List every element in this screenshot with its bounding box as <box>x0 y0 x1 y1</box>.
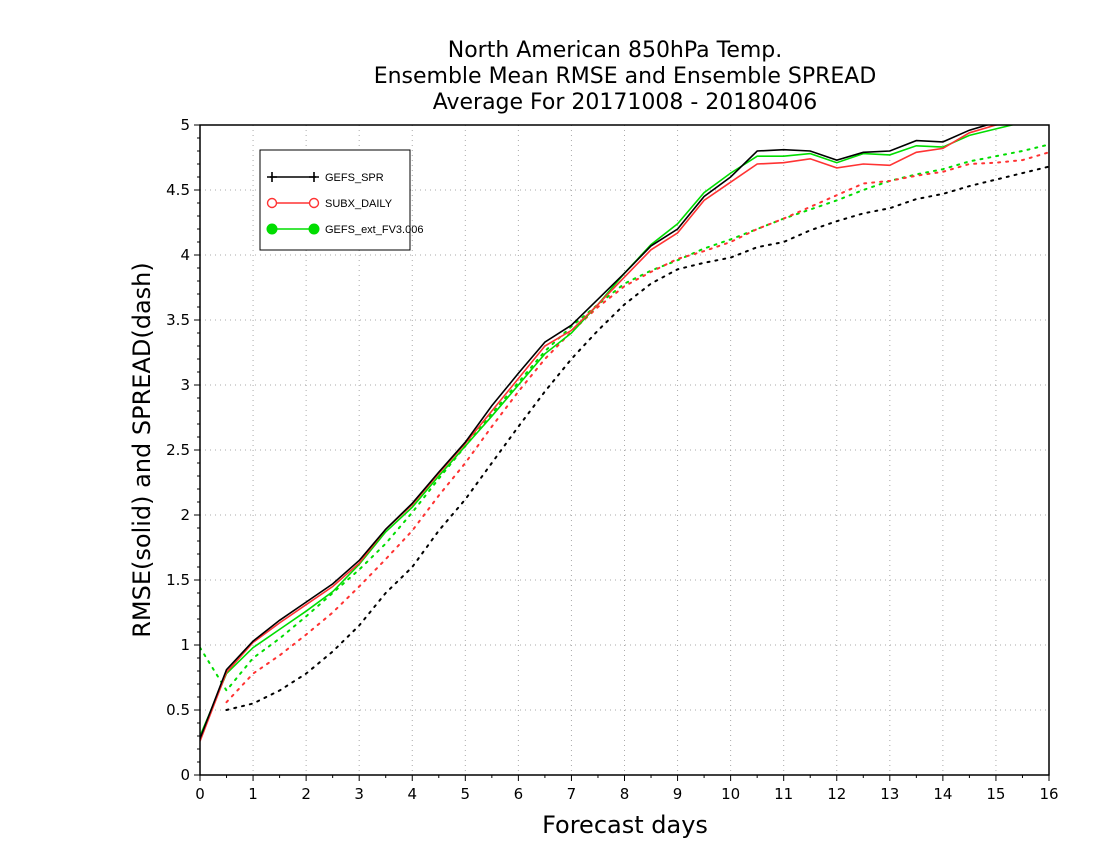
legend-marker-open-circle <box>266 197 278 209</box>
rmse-line-gefs-spr <box>200 125 990 739</box>
x-tick-label: 13 <box>880 785 899 803</box>
y-tick-labels: 0 0.5 1 1.5 2 2.5 3 3.5 4 4.5 5 <box>166 116 190 784</box>
chart-title: North American 850hPa Temp. Ensemble Mea… <box>374 38 877 115</box>
y-tick-label: 2.5 <box>166 441 190 459</box>
x-tick-label: 1 <box>248 785 258 803</box>
legend-marker-filled-circle <box>308 223 320 235</box>
x-tick-label: 3 <box>354 785 364 803</box>
x-tick-label: 16 <box>1039 785 1058 803</box>
y-tick-label: 1.5 <box>166 571 190 589</box>
x-tick-label: 12 <box>827 785 846 803</box>
x-tick-label: 11 <box>774 785 793 803</box>
y-tick-label: 4.5 <box>166 181 190 199</box>
y-tick-label: 3 <box>180 376 190 394</box>
legend-marker-open-circle <box>308 197 320 209</box>
grid <box>200 125 1049 775</box>
legend-label-gefs-spr: GEFS_SPR <box>325 172 384 184</box>
y-tick-label: 3.5 <box>166 311 190 329</box>
x-tick-label: 14 <box>933 785 952 803</box>
legend-marker-plus <box>267 172 277 182</box>
rmse-line-subx-daily <box>200 125 1001 742</box>
chart-title-line-3: Average For 20171008 - 20180406 <box>433 90 818 115</box>
x-tick-label: 7 <box>567 785 577 803</box>
y-tick-label: 1 <box>180 636 190 654</box>
legend-marker-plus <box>309 172 319 182</box>
x-axis-label: Forecast days <box>542 811 708 839</box>
spread-line-gefs-ext-fv3-006 <box>200 143 1049 693</box>
x-tick-label: 2 <box>301 785 311 803</box>
chart-title-line-2: Ensemble Mean RMSE and Ensemble SPREAD <box>374 64 877 89</box>
legend-label-subx-daily: SUBX_DAILY <box>325 198 393 210</box>
legend-label-gefs-ext-fv3-006: GEFS_ext_FV3.006 <box>325 224 423 236</box>
x-tick-label: 4 <box>407 785 417 803</box>
y-axis-label: RMSE(solid) and SPREAD(dash) <box>128 262 156 638</box>
axis-ticks <box>194 124 1050 781</box>
plot-area-frame <box>199 124 1050 776</box>
legend-marker-filled-circle <box>266 223 278 235</box>
y-tick-label: 0.5 <box>166 701 190 719</box>
y-tick-label: 2 <box>180 506 190 524</box>
y-tick-label: 5 <box>180 116 190 134</box>
series-group <box>200 125 1049 742</box>
series-lines <box>200 125 1049 742</box>
legend-box <box>259 149 411 251</box>
x-tick-label: 9 <box>673 785 683 803</box>
x-tick-label: 0 <box>195 785 205 803</box>
x-tick-label: 6 <box>514 785 524 803</box>
x-tick-label: 8 <box>620 785 630 803</box>
x-tick-label: 10 <box>721 785 740 803</box>
x-tick-labels: 0 1 2 3 4 5 6 7 8 9 10 11 12 13 14 15 16 <box>195 785 1058 803</box>
chart-title-line-1: North American 850hPa Temp. <box>448 38 783 63</box>
x-tick-label: 5 <box>461 785 471 803</box>
y-tick-label: 4 <box>180 246 190 264</box>
spread-line-subx-daily <box>225 151 1049 704</box>
x-tick-label: 15 <box>986 785 1005 803</box>
spread-line-gefs-spr <box>225 165 1049 711</box>
legend: GEFS_SPR SUBX_DAILY GEFS_ext_FV3.006 <box>259 149 423 251</box>
y-tick-label: 0 <box>180 766 190 784</box>
